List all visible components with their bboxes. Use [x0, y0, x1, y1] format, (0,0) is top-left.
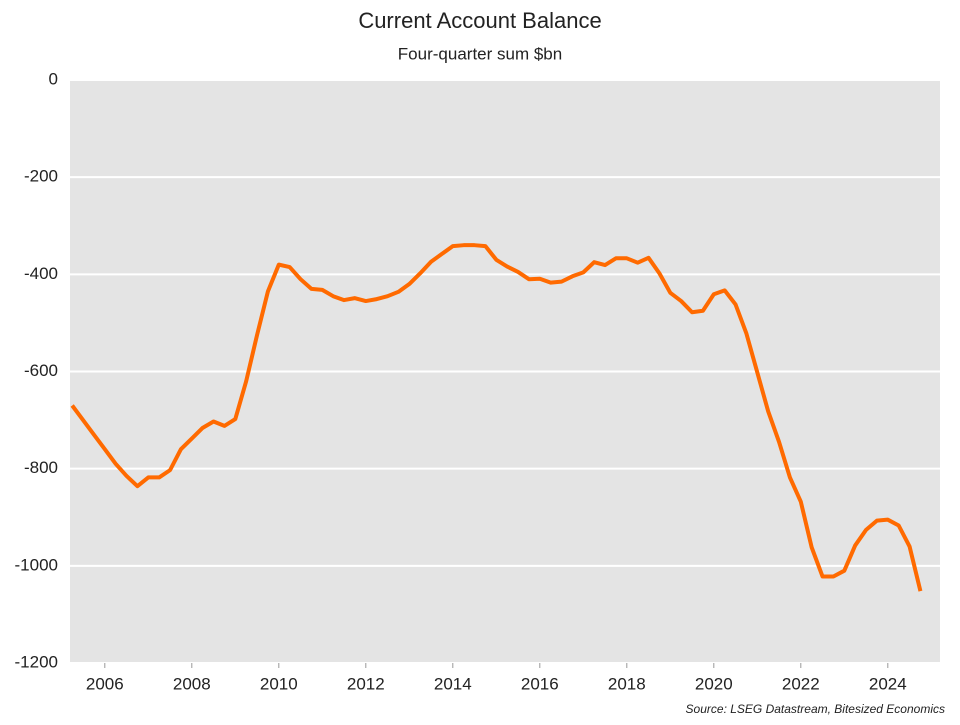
- x-tick-label: 2018: [608, 674, 646, 693]
- x-tick-label: 2020: [695, 674, 733, 693]
- x-tick-label: 2022: [782, 674, 820, 693]
- data-line: [70, 243, 923, 592]
- y-tick-label: -400: [24, 264, 58, 283]
- y-tick-label: -1000: [15, 555, 58, 574]
- chart-subtitle: Four-quarter sum $bn: [398, 44, 562, 63]
- x-tick-label: 2024: [869, 674, 907, 693]
- y-tick-label: -1200: [15, 652, 58, 671]
- source-note: Source: LSEG Datastream, Bitesized Econo…: [686, 702, 945, 716]
- x-tick-label: 2008: [173, 674, 211, 693]
- y-tick-label: -200: [24, 167, 58, 186]
- x-tick-label: 2014: [434, 674, 472, 693]
- y-tick-label: 0: [49, 69, 58, 88]
- y-tick-label: -600: [24, 361, 58, 380]
- x-tick-label: 2016: [521, 674, 559, 693]
- x-tick-label: 2010: [260, 674, 298, 693]
- chart-title: Current Account Balance: [358, 8, 601, 33]
- y-tick-label: -800: [24, 458, 58, 477]
- x-tick-label: 2006: [86, 674, 124, 693]
- x-tick-label: 2012: [347, 674, 385, 693]
